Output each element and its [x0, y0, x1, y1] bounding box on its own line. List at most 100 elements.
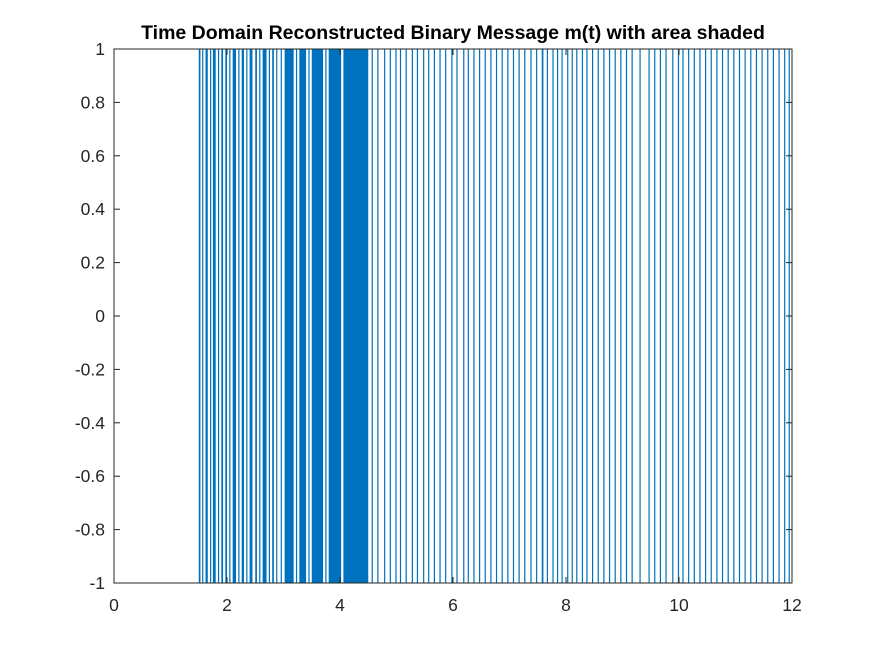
area-segment	[581, 49, 584, 583]
area-segment	[507, 49, 509, 583]
area-segment	[738, 49, 741, 583]
area-segment	[456, 49, 458, 583]
area-segment	[384, 49, 386, 583]
x-tick-label: 6	[448, 595, 458, 615]
area-segment	[295, 49, 298, 583]
area-segment	[693, 49, 695, 583]
area-segment	[597, 49, 599, 583]
area-segment	[501, 49, 503, 583]
area-segment	[217, 49, 220, 583]
area-segment	[654, 49, 656, 583]
area-segment	[221, 49, 224, 583]
area-segment	[591, 49, 594, 583]
area-segment	[212, 49, 216, 583]
area-segment	[576, 49, 578, 583]
area-segment	[761, 49, 763, 583]
area-segment	[371, 49, 373, 583]
area-segment	[259, 49, 261, 583]
area-segment	[210, 49, 212, 583]
area-segment	[699, 49, 701, 583]
x-tick-label: 12	[782, 595, 801, 615]
x-tick-label: 10	[669, 595, 689, 615]
area-segment	[311, 49, 324, 583]
area-segment	[463, 49, 465, 583]
area-segment	[423, 49, 425, 583]
area-segment	[325, 49, 327, 583]
area-segment	[625, 49, 628, 583]
area-segment	[299, 49, 307, 583]
area-segment	[262, 49, 267, 583]
area-segment	[478, 49, 481, 583]
area-segment	[495, 49, 498, 583]
x-tick-label: 4	[335, 595, 345, 615]
area-segment	[561, 49, 563, 583]
y-tick-label: 0.8	[81, 92, 105, 112]
area-segment	[328, 49, 342, 583]
y-tick-label: -0.8	[75, 520, 105, 540]
y-tick-label: -1	[89, 573, 105, 593]
area-segment	[205, 49, 208, 583]
area-segment	[704, 49, 707, 583]
area-segment	[556, 49, 559, 583]
area-segment	[688, 49, 690, 583]
area-segment	[552, 49, 554, 583]
area-segment	[721, 49, 724, 583]
area-segment	[733, 49, 735, 583]
area-segment	[395, 49, 397, 583]
area-segment	[467, 49, 469, 583]
area-segment	[284, 49, 294, 583]
area-segment	[246, 49, 248, 583]
area-segment	[416, 49, 419, 583]
area-segment	[541, 49, 544, 583]
x-tick-label: 0	[109, 595, 119, 615]
area-segment	[750, 49, 752, 583]
area-segment	[249, 49, 253, 583]
area-segment	[518, 49, 520, 583]
area-segment	[202, 49, 204, 583]
area-segment	[524, 49, 526, 583]
area-segment	[308, 49, 310, 583]
area-segment	[536, 49, 538, 583]
area-segment	[639, 49, 641, 583]
area-segment	[439, 49, 441, 583]
y-tick-label: 0.2	[81, 253, 105, 273]
area-segment	[530, 49, 532, 583]
area-segment	[682, 49, 684, 583]
area-segment	[405, 49, 407, 583]
area-segment	[238, 49, 240, 583]
area-segment	[343, 49, 369, 583]
area-segment	[567, 49, 569, 583]
area-segment	[620, 49, 622, 583]
x-tick-label: 2	[222, 595, 232, 615]
area-segment	[603, 49, 605, 583]
y-tick-label: -0.4	[75, 413, 105, 433]
area-segment	[490, 49, 492, 583]
area-segment	[778, 49, 780, 583]
area-segment	[727, 49, 729, 583]
area-segment	[755, 49, 758, 583]
area-segment	[586, 49, 588, 583]
area-segment	[229, 49, 231, 583]
y-tick-label: -0.6	[75, 466, 105, 486]
area-segment	[608, 49, 611, 583]
area-segment	[232, 49, 237, 583]
area-segment	[272, 49, 274, 583]
area-segment	[631, 49, 633, 583]
x-axis: 0 2 4 6 8 10 12	[109, 49, 802, 615]
area-segment	[744, 49, 746, 583]
area-segment	[571, 49, 573, 583]
area-segment	[225, 49, 227, 583]
area-segment	[241, 49, 244, 583]
area-segment	[411, 49, 413, 583]
x-tick-label: 8	[561, 595, 571, 615]
area-segment	[614, 49, 616, 583]
area-segment	[767, 49, 769, 583]
area-segment	[428, 49, 430, 583]
area-segment	[546, 49, 548, 583]
area-segment	[389, 49, 391, 583]
area-segment	[276, 49, 278, 583]
area-segment	[377, 49, 379, 583]
y-tick-label: 0.6	[81, 146, 105, 166]
area-segment	[433, 49, 435, 583]
